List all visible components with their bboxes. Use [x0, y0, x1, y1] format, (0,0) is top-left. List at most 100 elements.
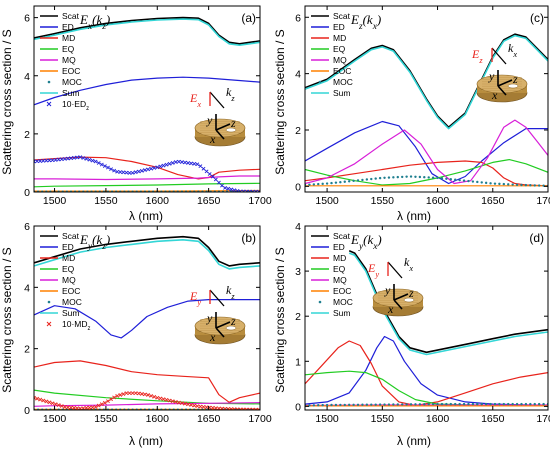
inset-nanodisk-2: y zx kx Ez	[471, 41, 528, 103]
data-point	[133, 391, 138, 396]
data-point	[44, 158, 49, 163]
series-sum	[34, 18, 260, 47]
data-point	[38, 397, 43, 402]
data-point	[47, 158, 52, 163]
data-point	[161, 397, 166, 402]
data-point	[96, 161, 101, 165]
data-point	[130, 170, 135, 175]
data-point	[529, 184, 532, 187]
data-point	[414, 175, 417, 178]
legend-label: MD	[333, 33, 346, 43]
legend-entry-eq: EQ	[311, 264, 346, 274]
data-point	[378, 403, 382, 406]
legend-marker	[46, 101, 52, 107]
data-point	[321, 182, 324, 186]
panel-title: Ey(kx)	[350, 232, 382, 252]
data-point	[90, 158, 95, 163]
legend-label: EQ	[333, 264, 346, 274]
legend-entry-md: MD	[311, 33, 346, 43]
data-point	[427, 176, 430, 179]
legend-entry-md: MD	[40, 253, 75, 263]
data-point	[102, 400, 107, 405]
axis-label-y: y	[206, 311, 213, 325]
data-point	[69, 156, 73, 161]
data-point	[195, 162, 200, 167]
data-point	[173, 399, 178, 404]
data-point	[471, 402, 475, 406]
data-point	[204, 405, 209, 410]
data-point	[118, 393, 123, 397]
data-point	[75, 406, 80, 410]
data-point	[458, 402, 461, 406]
data-point	[537, 402, 541, 406]
data-point	[201, 166, 206, 171]
legend-entry-ed: ED	[311, 22, 345, 32]
data-point	[99, 402, 104, 407]
data-point	[149, 393, 154, 398]
disk-hole	[403, 297, 415, 303]
data-point	[213, 406, 218, 410]
data-point	[515, 183, 519, 186]
legend-label: ED	[62, 22, 74, 32]
data-point	[476, 402, 479, 406]
data-point	[198, 164, 203, 169]
data-point	[511, 402, 514, 406]
axis-label-y: y	[488, 69, 495, 83]
axis-z-arrow	[497, 79, 513, 87]
inset-nanodisk-1: y zx kz Ey	[189, 283, 246, 345]
axis-label-y: y	[384, 283, 391, 297]
legend-marker	[318, 80, 322, 84]
data-point	[489, 402, 492, 406]
disk-hole	[225, 325, 237, 331]
data-point	[238, 407, 243, 410]
data-point	[396, 403, 399, 406]
series-md	[34, 360, 260, 403]
legend-entry-eoc: EOC	[40, 66, 80, 76]
data-point	[241, 407, 246, 410]
data-point	[436, 176, 439, 180]
data-point	[440, 402, 444, 406]
series-md	[305, 160, 548, 187]
legend-marker	[318, 300, 322, 304]
x-tick-label: 1500	[315, 195, 339, 207]
data-point	[392, 176, 395, 179]
series-mq	[34, 175, 260, 181]
legend-entry-eoc: EOC	[311, 286, 351, 296]
data-point	[62, 405, 67, 409]
data-point	[198, 404, 203, 409]
data-point	[502, 182, 506, 186]
data-point	[164, 397, 169, 402]
data-point	[520, 402, 523, 406]
data-point	[339, 403, 342, 407]
data-point	[220, 183, 224, 188]
data-point	[189, 403, 194, 407]
data-point	[462, 179, 466, 182]
data-point	[352, 179, 355, 183]
y-tick-label: 2	[295, 125, 301, 137]
data-point	[65, 405, 70, 410]
legend-label: Sum	[62, 308, 79, 318]
inset-nanodisk-0: y zx kz Ex	[189, 85, 246, 147]
data-point	[109, 397, 113, 402]
data-point	[78, 155, 83, 160]
data-point	[414, 403, 417, 406]
y-tick-label: 0	[295, 181, 301, 193]
legend-label: ED	[62, 242, 74, 252]
data-point	[127, 170, 132, 175]
data-point	[50, 158, 55, 163]
legend-entry-scat: Scat	[311, 231, 351, 241]
legend-entry-scat: Scat	[40, 11, 80, 21]
legend-entry-moc: MOC	[318, 77, 353, 87]
y-axis-label-right-top: Scattering cross section / S	[273, 29, 287, 174]
series-scat	[34, 16, 260, 45]
data-point	[81, 156, 86, 160]
data-point	[223, 185, 227, 190]
axis-z-arrow	[215, 321, 231, 329]
legend-label: EQ	[333, 44, 346, 54]
data-point	[189, 161, 194, 166]
data-point	[537, 184, 541, 187]
data-point	[146, 167, 150, 172]
x-tick-label: 1550	[371, 195, 395, 207]
